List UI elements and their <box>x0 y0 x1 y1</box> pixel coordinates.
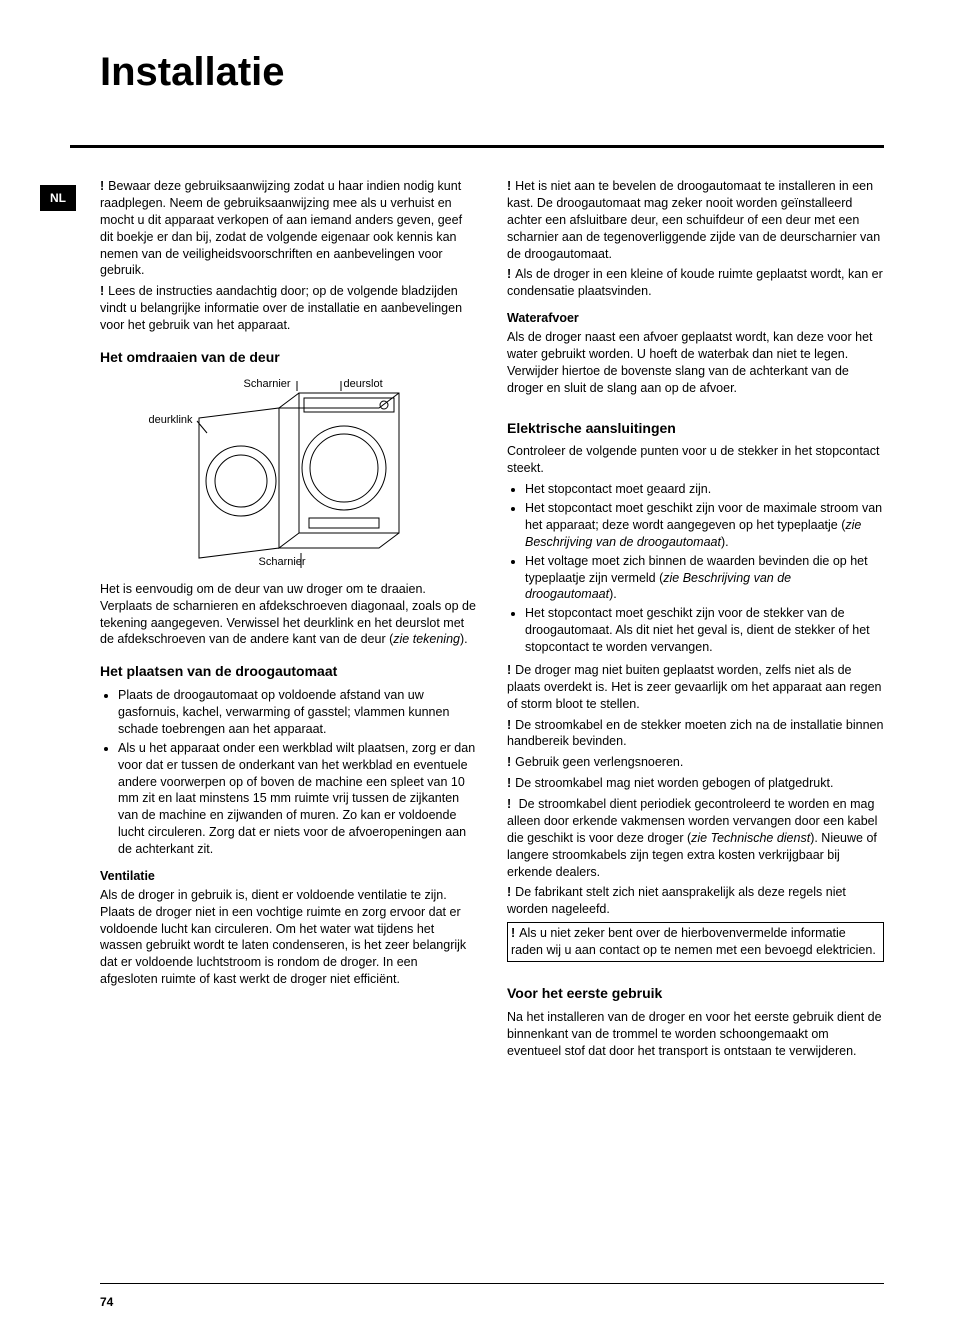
electrical-intro: Controleer de volgende punten voor u de … <box>507 443 884 477</box>
first-use-text: Na het installeren van de droger en voor… <box>507 1009 884 1060</box>
intro-warning-1: Bewaar deze gebruiksaanwijzing zodat u h… <box>100 178 477 279</box>
boxed-warning-text: Als u niet zeker bent over de hierbovenv… <box>511 926 876 957</box>
right-column: Het is niet aan te bevelen de droogautom… <box>507 178 884 1063</box>
page-title: Installatie <box>100 50 884 95</box>
boxed-warning: Als u niet zeker bent over de hierbovenv… <box>507 922 884 962</box>
rule-top <box>70 145 884 148</box>
rule-bottom <box>100 1283 884 1284</box>
page-number: 74 <box>100 1295 113 1309</box>
heading-water: Waterafvoer <box>507 310 884 327</box>
right-warning-2: Als de droger in een kleine of koude rui… <box>507 266 884 300</box>
content: Bewaar deze gebruiksaanwijzing zodat u h… <box>100 178 884 1063</box>
elek-3b: ). <box>609 587 617 601</box>
placement-item-1: Plaats de droogautomaat op voldoende afs… <box>118 687 477 738</box>
electrical-list: Het stopcontact moet geaard zijn. Het st… <box>525 481 884 656</box>
heading-ventilation: Ventilatie <box>100 868 477 885</box>
placement-list: Plaats de droogautomaat op voldoende afs… <box>118 687 477 858</box>
door-text-b: ). <box>460 632 468 646</box>
intro-warning-2: Lees de instructies aandachtig door; op … <box>100 283 477 334</box>
ventilation-text: Als de droger in gebruik is, dient er vo… <box>100 887 477 988</box>
w5-ref: zie Technische dienst <box>691 831 810 845</box>
elek-item-4: Het stopcontact moet geschikt zijn voor … <box>525 605 884 656</box>
elek-warn-4: De stroomkabel mag niet worden gebogen o… <box>507 775 884 792</box>
elek-warn-6: De fabrikant stelt zich niet aansprakeli… <box>507 884 884 918</box>
label-deurslot: deurslot <box>344 377 383 392</box>
elek-warn-3: Gebruik geen verlengsnoeren. <box>507 754 884 771</box>
elek-warn-2: De stroomkabel en de stekker moeten zich… <box>507 717 884 751</box>
water-text: Als de droger naast een afvoer geplaatst… <box>507 329 884 397</box>
door-diagram: Scharnier deurslot deurklink Scharnier <box>149 373 429 573</box>
right-warning-1: Het is niet aan te bevelen de droogautom… <box>507 178 884 262</box>
door-text: Het is eenvoudig om de deur van uw droge… <box>100 581 477 649</box>
elek-item-1: Het stopcontact moet geaard zijn. <box>525 481 884 498</box>
elek-item-3: Het voltage moet zich binnen de waarden … <box>525 553 884 604</box>
heading-placement: Het plaatsen van de droogautomaat <box>100 662 477 681</box>
heading-electrical: Elektrische aansluitingen <box>507 419 884 438</box>
elek-warn-1: De droger mag niet buiten geplaatst word… <box>507 662 884 713</box>
language-tab: NL <box>40 185 76 211</box>
elek-2a: Het stopcontact moet geschikt zijn voor … <box>525 501 882 532</box>
elek-item-2: Het stopcontact moet geschikt zijn voor … <box>525 500 884 551</box>
heading-door-reverse: Het omdraaien van de deur <box>100 348 477 367</box>
elek-2b: ). <box>721 535 729 549</box>
label-scharnier-bottom: Scharnier <box>259 555 306 570</box>
placement-item-2: Als u het apparaat onder een werkblad wi… <box>118 740 477 858</box>
door-text-ref: zie tekening <box>393 632 460 646</box>
elek-warn-5: De stroomkabel dient periodiek gecontrol… <box>507 796 884 880</box>
label-scharnier-top: Scharnier <box>244 377 291 392</box>
label-deurklink: deurklink <box>149 413 193 428</box>
dryer-svg-icon <box>149 373 429 573</box>
heading-first-use: Voor het eerste gebruik <box>507 984 884 1003</box>
left-column: Bewaar deze gebruiksaanwijzing zodat u h… <box>100 178 477 1063</box>
